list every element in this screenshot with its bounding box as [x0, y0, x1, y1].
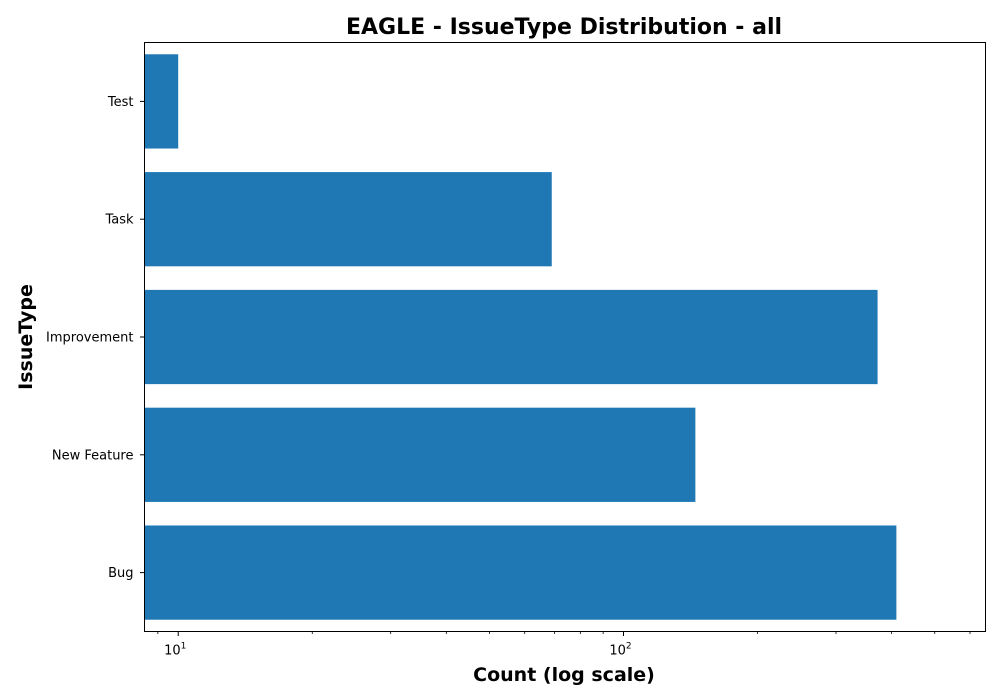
x-axis-ticks: 101 102	[157, 631, 971, 659]
x-tick-label: 101	[164, 642, 186, 659]
plot-frame	[144, 42, 986, 632]
bars-group	[144, 54, 897, 620]
bar-improvement	[144, 289, 878, 385]
x-tick-label: 102	[609, 642, 631, 659]
y-axis-label: IssueType	[15, 284, 37, 390]
y-tick-label: New Feature	[52, 448, 134, 463]
y-tick-label: Task	[104, 213, 134, 228]
bar-task	[144, 172, 552, 267]
y-tick-label: Bug	[108, 566, 133, 581]
y-axis-ticks: Bug New Feature Improvement Task Test	[46, 95, 145, 581]
y-tick-label: Test	[107, 95, 134, 110]
x-axis-label: Count (log scale)	[473, 664, 655, 686]
bar-new-feature	[144, 407, 696, 502]
bar-bug	[144, 525, 897, 620]
bar-test	[144, 54, 179, 149]
chart-title: EAGLE - IssueType Distribution - all	[346, 15, 782, 40]
y-tick-label: Improvement	[46, 331, 133, 346]
